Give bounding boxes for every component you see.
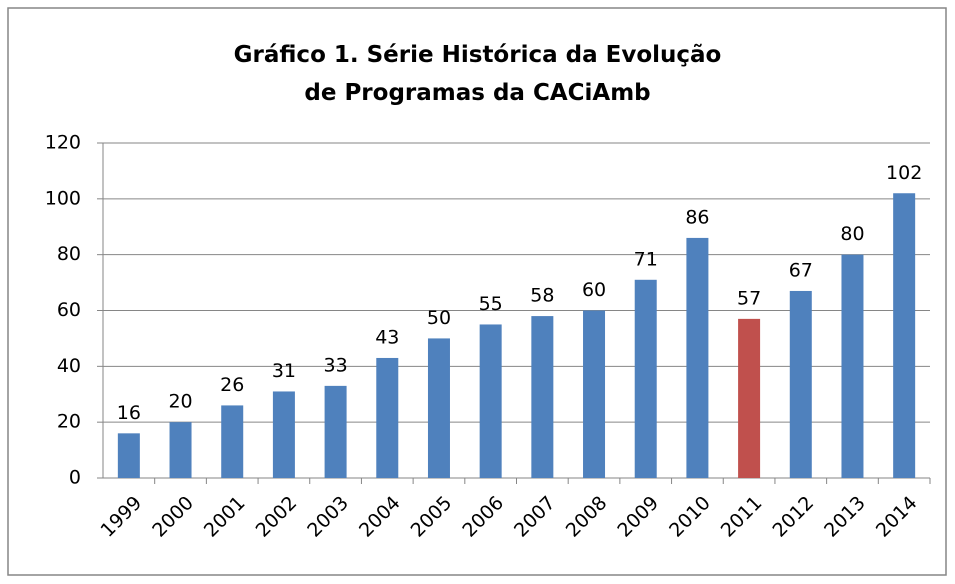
data-label: 31 bbox=[272, 360, 296, 382]
data-label: 67 bbox=[789, 259, 813, 281]
data-label: 102 bbox=[886, 162, 922, 184]
bar bbox=[738, 318, 761, 478]
y-tick-label: 40 bbox=[57, 355, 81, 377]
bar bbox=[324, 385, 347, 478]
bar bbox=[634, 279, 657, 478]
chart-border bbox=[7, 7, 947, 576]
bar bbox=[117, 433, 140, 478]
y-tick-label: 120 bbox=[45, 132, 81, 154]
data-label: 71 bbox=[634, 248, 658, 270]
y-tick-label: 80 bbox=[57, 243, 81, 265]
y-tick-label: 0 bbox=[69, 467, 81, 489]
data-label: 58 bbox=[530, 285, 554, 307]
chart-title: Gráfico 1. Série Histórica da Evolução d… bbox=[233, 42, 722, 106]
data-label: 55 bbox=[479, 293, 503, 315]
bar bbox=[272, 391, 295, 478]
y-tick-label: 100 bbox=[45, 187, 81, 209]
y-tick-label: 20 bbox=[57, 411, 81, 433]
bar bbox=[169, 422, 192, 478]
bar bbox=[376, 357, 399, 478]
bar bbox=[893, 193, 916, 478]
bar bbox=[427, 338, 450, 478]
data-label: 80 bbox=[840, 223, 864, 245]
bar bbox=[841, 254, 864, 478]
data-label: 43 bbox=[375, 326, 399, 348]
bar bbox=[479, 324, 502, 478]
data-label: 33 bbox=[324, 354, 348, 376]
bar bbox=[531, 316, 554, 478]
data-label: 16 bbox=[117, 402, 141, 424]
data-label: 86 bbox=[685, 206, 709, 228]
data-label: 20 bbox=[168, 391, 192, 413]
data-label: 26 bbox=[220, 374, 244, 396]
bar bbox=[583, 310, 606, 478]
data-label: 50 bbox=[427, 307, 451, 329]
bar bbox=[686, 237, 709, 478]
data-label: 60 bbox=[582, 279, 606, 301]
data-label: 57 bbox=[737, 287, 761, 309]
bar bbox=[221, 405, 244, 478]
bar bbox=[789, 290, 812, 478]
y-tick-label: 60 bbox=[57, 299, 81, 321]
